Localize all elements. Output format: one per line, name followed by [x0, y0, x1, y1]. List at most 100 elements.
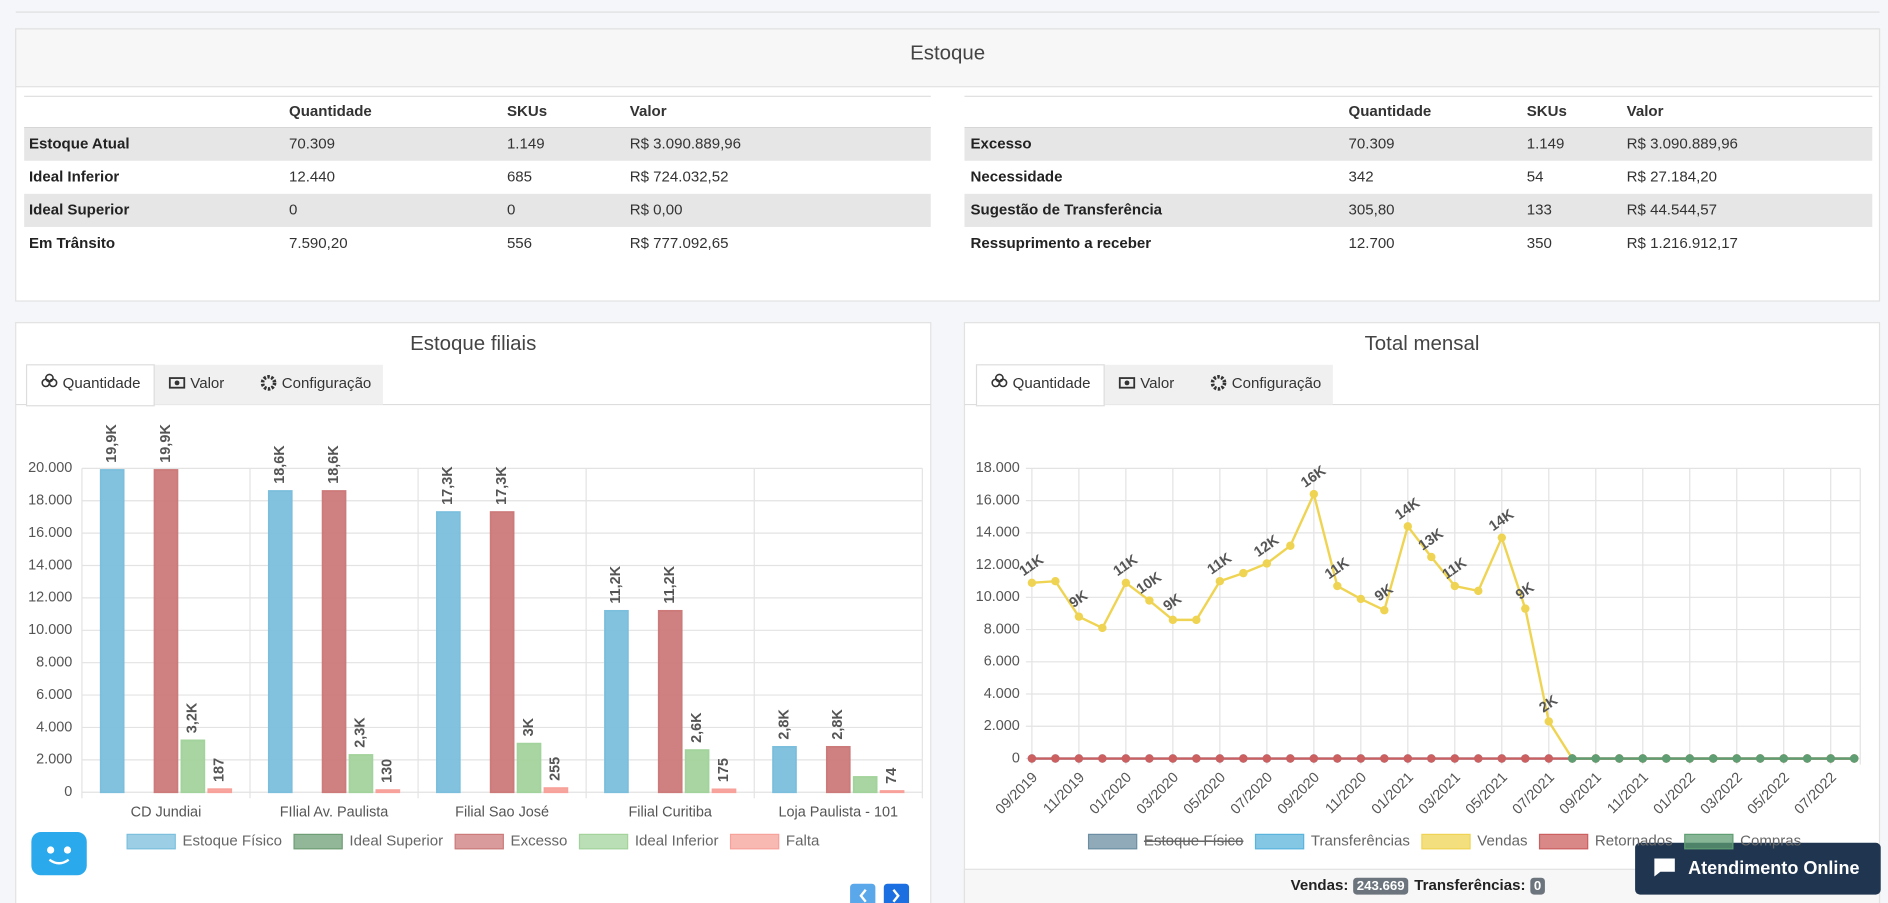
point — [1262, 754, 1272, 763]
row-label: Excesso — [970, 135, 1031, 152]
point — [1262, 559, 1272, 568]
legend-swatch — [454, 833, 504, 850]
point — [1145, 596, 1154, 605]
point — [1756, 754, 1765, 763]
x-tick-label: Loja Paulista - 101 — [778, 805, 898, 821]
cell: 305,80 — [1349, 202, 1395, 219]
data-label: 130 — [380, 759, 396, 783]
cell: R$ 0,00 — [630, 202, 683, 219]
bar — [684, 749, 710, 794]
data-label: 74 — [884, 768, 900, 784]
data-label: 2,8K — [830, 709, 846, 740]
total-label: Vendas: — [1291, 877, 1349, 894]
column-header: SKUs — [507, 103, 547, 120]
bar — [99, 469, 125, 794]
bar — [604, 609, 629, 794]
cell: 556 — [507, 235, 532, 252]
point — [1638, 754, 1647, 763]
y-tick-label: 2.000 — [36, 752, 72, 768]
column-header: SKUs — [1527, 103, 1567, 120]
tab-icon — [168, 377, 186, 389]
point — [1239, 568, 1248, 578]
tab-icon — [1210, 375, 1227, 391]
point — [1239, 754, 1248, 763]
point — [1215, 576, 1225, 586]
legend-label: Retornados — [1595, 833, 1673, 850]
bar — [207, 788, 233, 794]
point — [1145, 754, 1154, 763]
x-tick-label: FIlial Av. Paulista — [280, 805, 390, 821]
legend-label: Compras — [1740, 833, 1801, 850]
legend-label: Estoque Físico — [182, 833, 282, 850]
point — [1521, 604, 1530, 613]
point — [1403, 522, 1413, 531]
cell: R$ 3.090.889,96 — [630, 135, 741, 152]
point — [1192, 754, 1201, 763]
data-label: 11,2K — [662, 565, 678, 603]
data-label: 187 — [212, 758, 228, 782]
tab-icon — [994, 373, 1004, 383]
y-tick-label: 0 — [1012, 750, 1020, 766]
y-tick-label: 0 — [64, 784, 72, 800]
y-tick-label: 4.000 — [36, 719, 72, 735]
row-stripe — [24, 193, 931, 227]
point — [1192, 615, 1201, 625]
data-label: 19,9K — [158, 424, 174, 463]
tab-label: Quantidade — [1013, 375, 1091, 392]
point — [1850, 754, 1859, 763]
data-label: 17,3K — [440, 466, 456, 505]
bar — [879, 790, 905, 794]
bar — [657, 609, 683, 794]
cell: 0 — [507, 202, 515, 219]
bar — [267, 490, 293, 794]
legend-swatch — [1684, 833, 1734, 850]
bar — [711, 788, 737, 794]
point — [1051, 754, 1060, 763]
tab-label: Configuração — [1232, 375, 1322, 392]
point — [1732, 754, 1741, 763]
data-label: 2,6K — [689, 712, 705, 743]
cell: 7.590,20 — [289, 235, 348, 252]
point — [1380, 606, 1389, 615]
tab-label: Valor — [190, 375, 224, 392]
legend-swatch — [1538, 833, 1589, 850]
point — [1286, 541, 1295, 550]
tab-icon — [1118, 377, 1136, 389]
cell: 12.440 — [289, 169, 335, 186]
row-label: Sugestão de Transferência — [970, 202, 1162, 219]
point — [1074, 612, 1084, 621]
legend-label: Ideal Superior — [349, 833, 443, 850]
data-label: 2,8K — [776, 709, 792, 740]
point — [1286, 754, 1295, 763]
bot-icon[interactable] — [31, 831, 87, 876]
chat-button[interactable] — [1635, 842, 1881, 895]
bar — [852, 776, 878, 794]
legend-swatch — [1087, 833, 1138, 850]
data-label: 3,2K — [185, 702, 201, 733]
point — [1098, 754, 1107, 763]
estoque-header — [15, 28, 1881, 88]
row-stripe — [964, 127, 1873, 161]
cell: 0 — [289, 202, 297, 219]
legend-label: Falta — [786, 833, 820, 850]
cell: R$ 777.092,65 — [630, 235, 729, 252]
y-tick-label: 16.000 — [28, 525, 72, 541]
y-tick-label: 14.000 — [28, 557, 72, 573]
point — [1474, 586, 1483, 596]
cell: 70.309 — [1349, 135, 1395, 152]
total-label: Transferências: — [1414, 877, 1525, 894]
point — [1544, 754, 1554, 763]
bar — [825, 745, 851, 794]
column-header: Quantidade — [1349, 103, 1432, 120]
row-stripe — [964, 193, 1873, 227]
data-label: 18,6K — [326, 445, 342, 484]
y-tick-label: 6.000 — [36, 687, 72, 703]
point — [1709, 754, 1718, 763]
data-label: 17,3K — [494, 466, 510, 505]
row-label: Ressuprimento a receber — [970, 235, 1151, 252]
cell: 1.149 — [507, 135, 545, 152]
panel-title: Total mensal — [1365, 332, 1480, 355]
cell: 342 — [1349, 169, 1374, 186]
cell: 54 — [1527, 169, 1544, 186]
y-tick-label: 12.000 — [28, 590, 72, 606]
